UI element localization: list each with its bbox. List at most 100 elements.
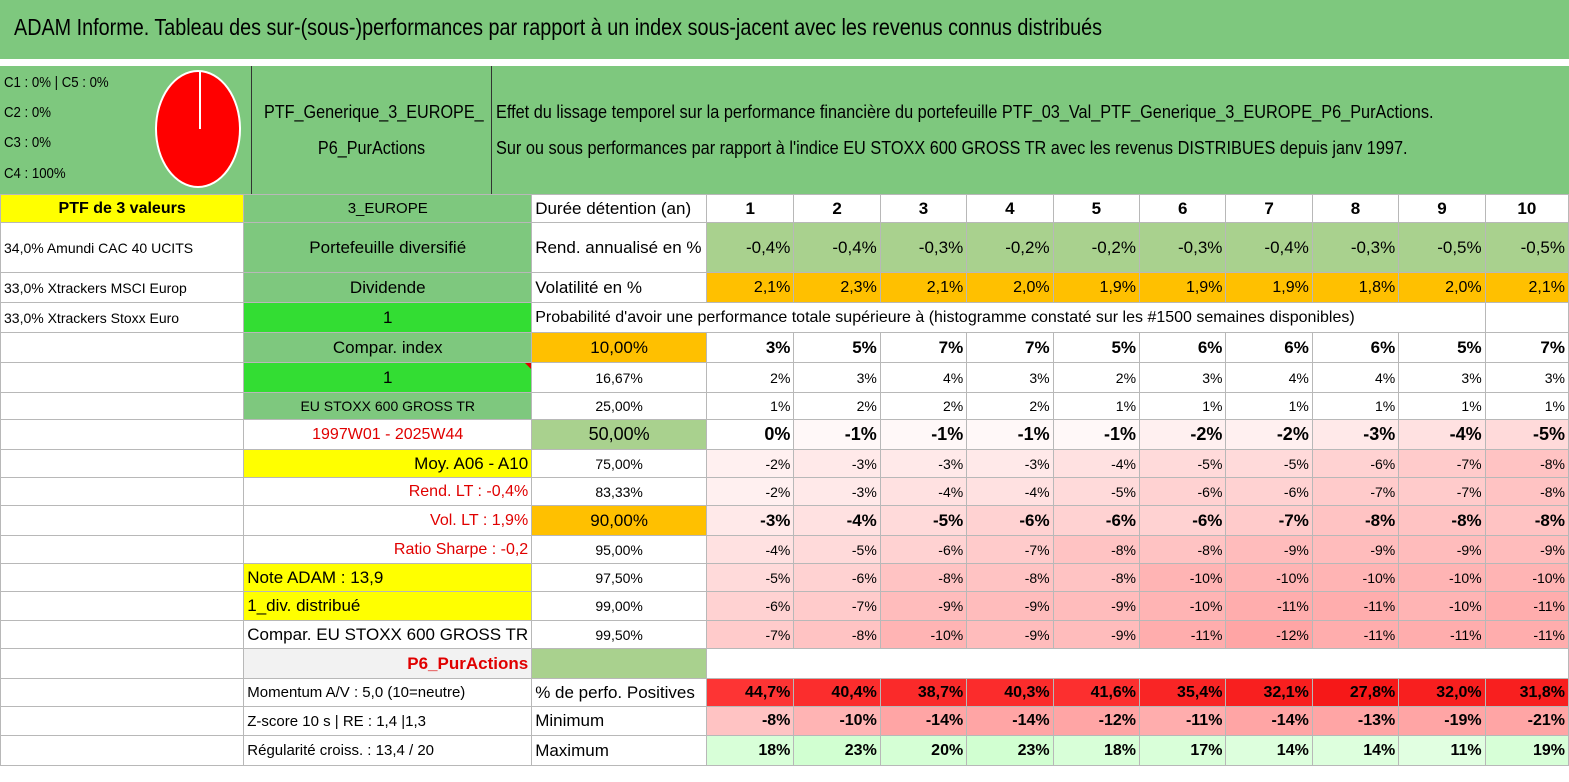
- description-line1: Effet du lissage temporel sur la perform…: [496, 102, 1434, 122]
- quantile-cell: -5%: [1484, 419, 1569, 450]
- minimum-cell: -12%: [1052, 706, 1141, 736]
- vol-cell: 1,9%: [1052, 272, 1141, 303]
- quantile-cell: -1%: [793, 419, 881, 450]
- quantile-cell: -2%: [706, 477, 795, 506]
- index-selector-a[interactable]: 1: [243, 302, 533, 333]
- rend-cell: -0,3%: [1139, 222, 1227, 273]
- quantile-cell: -5%: [1052, 477, 1141, 506]
- mid-index: EU STOXX 600 GROSS TR: [243, 392, 533, 420]
- minimum-cell: -10%: [793, 706, 881, 736]
- portfolio-name: PTF_Generique_3_EUROPE_ P6_PurActions: [252, 66, 492, 194]
- minimum-cell: -14%: [1225, 706, 1313, 736]
- year-cell: 8: [1311, 194, 1400, 223]
- minimum-cell: -21%: [1484, 706, 1569, 736]
- quantile-cell: -7%: [966, 535, 1054, 564]
- quantile-cell: 7%: [1484, 332, 1569, 363]
- quantile-cell: -11%: [1484, 591, 1569, 621]
- quantile-cell: -5%: [879, 505, 968, 536]
- quantile-cell: -6%: [1139, 505, 1227, 536]
- empty-green-cell: [531, 648, 708, 679]
- class-breakdown: C1 : 0% | C5 : 0% C2 : 0% C3 : 0% C4 : 1…: [0, 66, 252, 194]
- report-title: ADAM Informe. Tableau des sur-(sous-)per…: [14, 14, 1103, 40]
- maximum-label: Maximum: [531, 735, 708, 766]
- quantile-cell: -7%: [793, 591, 881, 621]
- class-c2: C2 : 0%: [4, 104, 51, 121]
- momentum-label: Momentum A/V : 5,0 (10=neutre): [243, 678, 533, 707]
- quantile-cell: -4%: [706, 535, 795, 564]
- rend-cell: -0,5%: [1398, 222, 1486, 273]
- class-c3: C3 : 0%: [4, 134, 51, 151]
- quantile-cell: -3%: [1311, 419, 1400, 450]
- portfolio-name-line1: PTF_Generique_3_EUROPE_: [263, 102, 484, 122]
- quantile-label: 75,00%: [531, 449, 708, 478]
- minimum-label: Minimum: [531, 706, 708, 736]
- quantile-cell: -11%: [1311, 620, 1400, 649]
- quantile-cell: -6%: [706, 591, 795, 621]
- quantile-cell: -5%: [793, 535, 881, 564]
- quantile-cell: -7%: [1398, 477, 1486, 506]
- quantile-cell: -6%: [793, 563, 881, 592]
- empty-cell: [0, 678, 245, 707]
- mid-rend-lt: Rend. LT : -0,4%: [243, 477, 533, 506]
- quantile-cell: 3%: [966, 362, 1054, 393]
- quantile-cell: -6%: [879, 535, 968, 564]
- proba-heading: Probabilité d'avoir une performance tota…: [531, 302, 1486, 333]
- quantile-cell: -4%: [1052, 449, 1141, 478]
- quantile-cell: -3%: [879, 449, 968, 478]
- mid-compar-index: Compar. EU STOXX 600 GROSS TR: [243, 620, 533, 649]
- row-vol: 33,0% Xtrackers MSCI Europ Dividende Vol…: [0, 272, 1569, 303]
- zscore-label: Z-score 10 s | RE : 1,4 |1,3: [243, 706, 533, 736]
- quantile-label: 97,50%: [531, 563, 708, 592]
- holding-1: 34,0% Amundi CAC 40 UCITS: [0, 222, 245, 273]
- regularite-label: Régularité croiss. : 13,4 / 20: [243, 735, 533, 766]
- mid-one-b[interactable]: 1: [243, 362, 533, 393]
- quantile-cell: 6%: [1311, 332, 1400, 363]
- quantile-row: Compar. index 10,00% 3% 5% 7% 7% 5% 6% 6% 6% 5% 7%: [0, 332, 1569, 363]
- maximum-cell: 14%: [1311, 735, 1400, 766]
- quantile-cell: -8%: [1398, 505, 1486, 536]
- positives-cell: 44,7%: [706, 678, 795, 707]
- quantile-cell: -4%: [1398, 419, 1486, 450]
- row-duree: PTF de 3 valeurs 3_EUROPE Durée détentio…: [0, 194, 1569, 223]
- portfolio-name-line2: P6_PurActions: [317, 138, 426, 158]
- quantile-row: Note ADAM : 13,9 97,50% -5% -6% -8% -8% -8% -10…: [0, 563, 1569, 592]
- quantile-cell: -9%: [1225, 535, 1313, 564]
- quantile-row: Vol. LT : 1,9% 90,00% -3% -4% -5% -6% -6% -6% -7…: [0, 505, 1569, 536]
- mid-moy: Moy. A06 - A10: [243, 449, 533, 478]
- quantile-cell: -5%: [1225, 449, 1313, 478]
- ptf-count: PTF de 3 valeurs: [0, 194, 245, 223]
- quantile-cell: 6%: [1139, 332, 1227, 363]
- quantile-cell: -8%: [879, 563, 968, 592]
- empty-cell: [0, 706, 245, 736]
- quantile-cell: -2%: [1139, 419, 1227, 450]
- quantile-cell: 3%: [1398, 362, 1486, 393]
- quantile-cell: -2%: [706, 449, 795, 478]
- quantile-cell: -4%: [793, 505, 881, 536]
- empty-cell: [0, 419, 245, 450]
- report-title-bar: ADAM Informe. Tableau des sur-(sous-)per…: [0, 0, 1569, 62]
- vol-cell: 2,3%: [793, 272, 881, 303]
- year-cell: 4: [966, 194, 1054, 223]
- quantile-cell: -7%: [1225, 505, 1313, 536]
- rend-label: Rend. annualisé en %: [531, 222, 708, 273]
- quantile-cell: 2%: [706, 362, 795, 393]
- quantile-cell: 3%: [1484, 362, 1569, 393]
- quantile-cell: -1%: [966, 419, 1054, 450]
- maximum-cell: 18%: [1052, 735, 1141, 766]
- quantile-cell: 2%: [793, 392, 881, 420]
- quantile-cell: -3%: [966, 449, 1054, 478]
- quantile-cell: -8%: [793, 620, 881, 649]
- row-proba: 33,0% Xtrackers Stoxx Euro 1 Probabilité…: [0, 302, 1569, 333]
- positives-cell: 40,3%: [966, 678, 1054, 707]
- quantile-row: 1_div. distribué 99,00% -6% -7% -9% -9% -9% -10…: [0, 591, 1569, 621]
- vol-label: Volatilité en %: [531, 272, 708, 303]
- quantile-cell: -10%: [1398, 591, 1486, 621]
- empty-cell: [0, 591, 245, 621]
- rend-cell: -0,3%: [879, 222, 968, 273]
- quantile-cell: 2%: [966, 392, 1054, 420]
- quantile-row: Ratio Sharpe : -0,2 95,00% -4% -5% -6% -7% -8%…: [0, 535, 1569, 564]
- quantile-cell: -7%: [1398, 449, 1486, 478]
- quantile-cell: 2%: [1052, 362, 1141, 393]
- minimum-cell: -8%: [706, 706, 795, 736]
- maximum-cell: 11%: [1398, 735, 1486, 766]
